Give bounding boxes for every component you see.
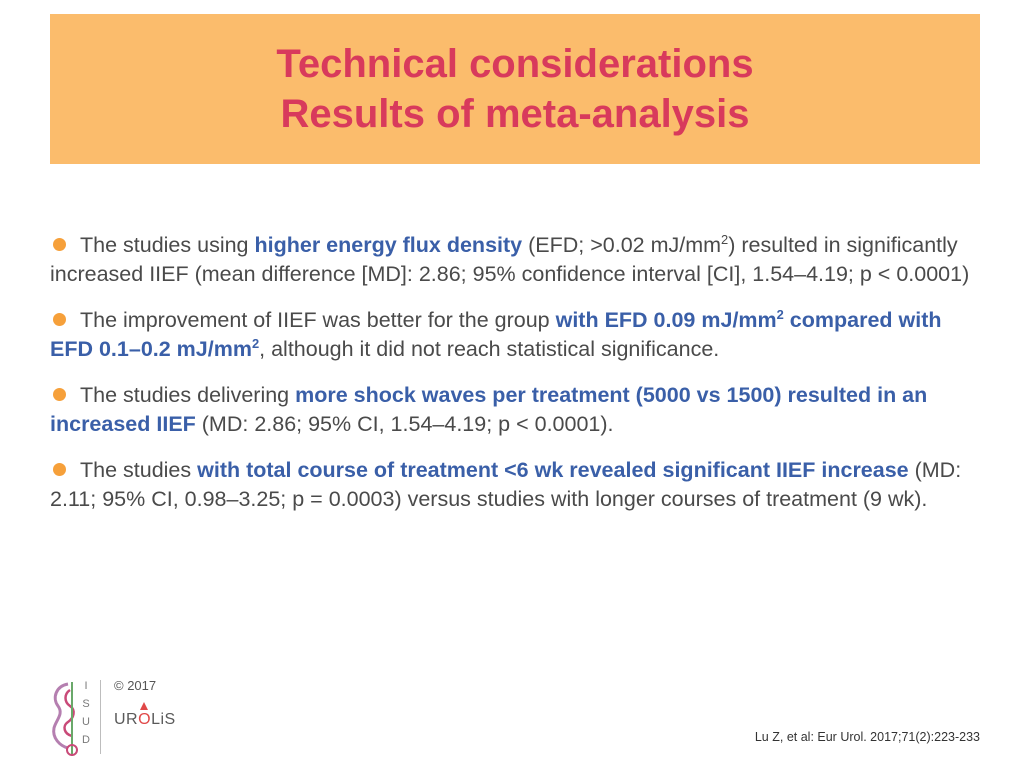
bullet-item: The studies using higher energy flux den… (50, 231, 985, 289)
bullet-highlight-text: higher energy flux density (254, 233, 523, 257)
citation: Lu Z, et al: Eur Urol. 2017;71(2):223-23… (754, 730, 980, 744)
bullet-dot-icon (53, 313, 66, 327)
isud-letters: I S U D (46, 668, 102, 752)
urolis-logo: UR OLiS (114, 702, 176, 729)
bullet-highlight-text: 2 (251, 335, 260, 351)
bullet-highlight-text: with EFD 0.09 mJ/mm (555, 308, 777, 332)
bullet-text: The studies delivering (80, 383, 296, 407)
bullet-item: The improvement of IIEF was better for t… (50, 306, 985, 364)
bullet-item: The studies delivering more shock waves … (50, 381, 985, 439)
footer-logos: I S U D © 2017 UR OLiS (46, 668, 206, 758)
isud-letter: D (82, 734, 90, 746)
logo-divider (100, 680, 101, 754)
bullet-text: 2 (721, 231, 729, 247)
slide-title-line-2: Results of meta-analysis (280, 92, 750, 136)
bullet-highlight-text: compared with EFD 0.1–0.2 mJ/mm (50, 308, 942, 361)
bullet-text: The studies using (80, 233, 255, 257)
isud-letter: I (84, 680, 88, 692)
bullet-highlight-text: with total course of treatment <6 wk rev… (197, 458, 909, 482)
bullet-dot-icon (53, 238, 66, 252)
bullet-text: ) resulted in significantly increased II… (50, 233, 970, 286)
title-banner: Technical considerations Results of meta… (50, 14, 980, 164)
slide-title-line-1: Technical considerations (276, 42, 754, 86)
bullet-item: The studies with total course of treatme… (50, 456, 985, 514)
bullet-text: The improvement of IIEF was better for t… (80, 308, 556, 332)
urolis-text-o: O (138, 711, 152, 728)
urolis-text-end: LiS (151, 711, 176, 728)
urolis-text-start: UR (114, 711, 139, 728)
copyright-notice: © 2017 (114, 678, 157, 693)
bullet-text: (MD: 2.86; 95% CI, 1.54–4.19; p < 0.0001… (195, 412, 614, 436)
urolis-triangle-icon (140, 702, 149, 710)
urolis-o-mark: O (138, 702, 152, 728)
bullet-dot-icon (53, 463, 66, 477)
isud-letter: U (82, 716, 90, 728)
bullet-dot-icon (53, 388, 66, 402)
bullet-text: , although it did not reach statistical … (259, 337, 720, 361)
isud-logo-icon (52, 682, 78, 756)
bullet-text: (MD: 2.11; 95% CI, 0.98–3.25; p = 0.0003… (50, 458, 962, 511)
isud-letter: S (82, 698, 90, 710)
bullet-highlight-text: 2 (776, 306, 784, 322)
bullet-highlight-text: more shock waves per treatment (5000 vs … (50, 383, 928, 436)
bullet-text: (EFD; >0.02 mJ/mm (522, 233, 722, 257)
bullet-text: The studies (80, 458, 198, 482)
bullet-list: The studies using higher energy flux den… (50, 231, 985, 531)
